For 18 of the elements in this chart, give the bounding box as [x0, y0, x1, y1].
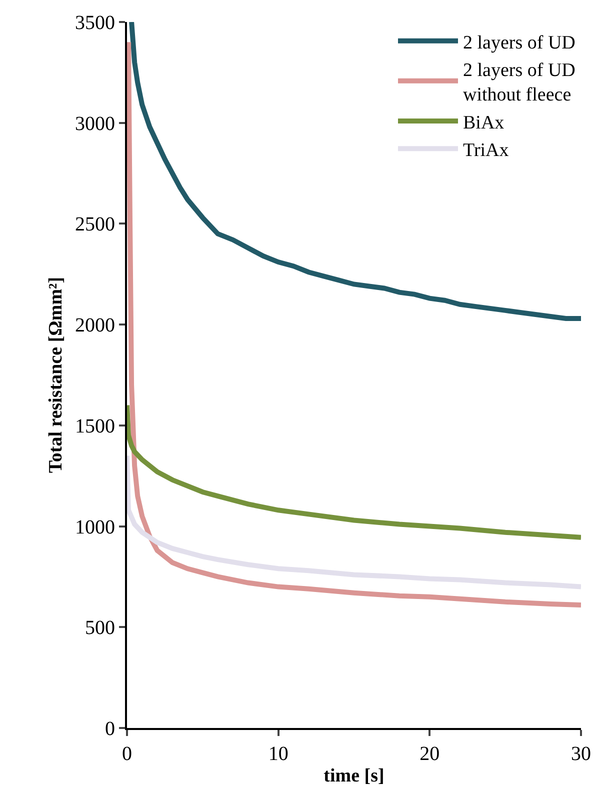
y-tick-label: 2500 [75, 214, 115, 236]
y-tick-label: 1000 [75, 516, 115, 538]
x-tick-label: 0 [122, 743, 132, 765]
x-axis-title: time [s] [324, 765, 384, 786]
legend-label: 2 layers of UD [463, 32, 576, 54]
legend-label: BiAx [463, 112, 505, 134]
legend-label: TriAx [463, 140, 510, 162]
legend-label: 2 layers of UD without fleece [463, 60, 576, 106]
y-tick-label: 3000 [75, 112, 115, 135]
y-axis-title: Total resistance [Ωmm²] [45, 276, 66, 474]
y-tick-label: 1500 [75, 415, 115, 438]
y-tick-label: 500 [85, 617, 115, 640]
y-tick-label: 0 [105, 718, 115, 740]
x-tick-label: 30 [571, 743, 591, 765]
x-tick-label: 10 [268, 743, 288, 765]
y-tick-label: 2000 [75, 314, 115, 337]
x-tick-label: 20 [420, 743, 440, 765]
y-tick-label: 3500 [75, 12, 115, 34]
